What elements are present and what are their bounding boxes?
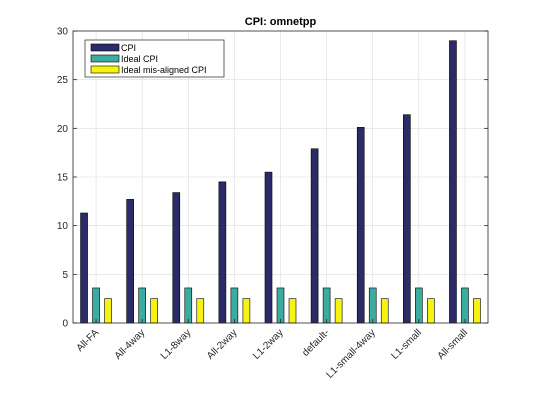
legend-swatch [90, 65, 120, 74]
bar-ideal-cpi-2 [184, 287, 193, 324]
bar-ideal-mis-aligned-cpi-4 [288, 298, 297, 324]
bar-ideal-cpi-7 [415, 287, 423, 324]
bar-cpi-4 [264, 171, 273, 324]
y-tick-label: 20 [57, 124, 69, 135]
bar-cpi-8 [449, 40, 457, 324]
y-axis: 0 5 10 15 20 25 30 [57, 27, 488, 330]
legend-label: Ideal mis-aligned CPI [121, 65, 207, 75]
bar-ideal-cpi-5 [322, 287, 331, 324]
bar-ideal-mis-aligned-cpi-0 [104, 298, 112, 324]
bar-cpi-5 [310, 148, 319, 324]
bar-ideal-cpi-6 [368, 287, 377, 324]
bar-cpi-7 [403, 114, 411, 324]
bar-cpi-6 [356, 127, 365, 324]
bar-ideal-mis-aligned-cpi-3 [242, 298, 251, 324]
y-tick-label: 10 [57, 221, 69, 232]
legend-swatch [90, 43, 120, 52]
bar-ideal-cpi-0 [92, 287, 100, 324]
bar-ideal-mis-aligned-cpi-1 [150, 298, 158, 324]
bar-ideal-cpi-8 [461, 287, 469, 324]
y-tick-label: 25 [57, 75, 69, 86]
bar-ideal-mis-aligned-cpi-2 [196, 298, 205, 324]
grid [73, 31, 488, 323]
y-tick-label: 15 [57, 173, 69, 184]
bar-ideal-mis-aligned-cpi-5 [334, 298, 343, 324]
bar-ideal-mis-aligned-cpi-8 [473, 298, 481, 324]
bar-ideal-cpi-3 [230, 287, 239, 324]
bar-ideal-mis-aligned-cpi-7 [427, 298, 435, 324]
bar-ideal-cpi-4 [276, 287, 285, 324]
bar-cpi-2 [172, 192, 181, 324]
legend-swatch [90, 54, 120, 63]
bar-ideal-cpi-1 [138, 287, 146, 324]
chart-title: CPI: omnetpp [245, 16, 317, 28]
bar-cpi-3 [218, 181, 227, 324]
bar-ideal-mis-aligned-cpi-6 [380, 298, 389, 324]
legend-label: CPI [121, 43, 136, 53]
bar-cpi-0 [80, 212, 88, 324]
y-tick-label: 30 [57, 27, 69, 38]
bar-cpi-1 [126, 199, 134, 324]
legend-label: Ideal CPI [121, 54, 158, 64]
y-tick-label: 0 [62, 319, 68, 330]
y-tick-label: 5 [62, 270, 68, 281]
